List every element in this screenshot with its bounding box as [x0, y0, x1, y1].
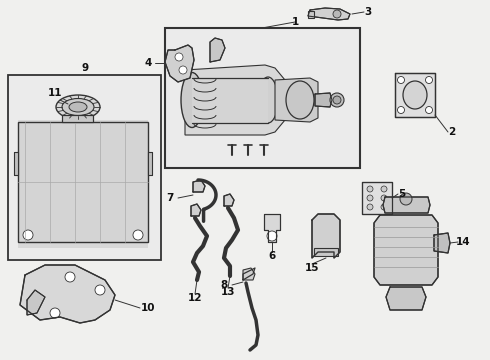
Text: 6: 6	[269, 251, 275, 261]
Polygon shape	[192, 78, 268, 123]
Polygon shape	[395, 73, 435, 117]
Circle shape	[397, 77, 405, 84]
Circle shape	[267, 231, 277, 241]
Text: 12: 12	[188, 293, 202, 303]
Circle shape	[333, 96, 341, 104]
Polygon shape	[383, 197, 430, 213]
Polygon shape	[275, 78, 318, 122]
Text: 15: 15	[305, 263, 319, 273]
Polygon shape	[191, 204, 201, 216]
Bar	[165, 28, 360, 168]
Circle shape	[381, 204, 387, 210]
Polygon shape	[312, 214, 340, 258]
Polygon shape	[264, 214, 280, 242]
Circle shape	[65, 272, 75, 282]
Circle shape	[333, 10, 341, 18]
Polygon shape	[243, 268, 255, 280]
Circle shape	[425, 107, 433, 113]
Ellipse shape	[403, 81, 427, 109]
Polygon shape	[315, 93, 332, 107]
Ellipse shape	[69, 102, 87, 112]
Circle shape	[23, 230, 33, 240]
Circle shape	[133, 230, 143, 240]
Polygon shape	[62, 115, 93, 122]
Text: 13: 13	[221, 287, 235, 297]
Text: 10: 10	[141, 303, 155, 313]
Ellipse shape	[56, 95, 100, 119]
Bar	[8, 75, 161, 260]
Polygon shape	[434, 233, 450, 253]
Circle shape	[367, 186, 373, 192]
Circle shape	[330, 93, 344, 107]
Circle shape	[400, 193, 412, 205]
Ellipse shape	[286, 81, 314, 119]
Polygon shape	[185, 65, 295, 135]
Circle shape	[367, 195, 373, 201]
Text: 2: 2	[448, 127, 456, 137]
Polygon shape	[165, 45, 194, 82]
Polygon shape	[193, 180, 205, 192]
Ellipse shape	[62, 99, 94, 116]
Polygon shape	[20, 265, 115, 323]
Polygon shape	[374, 215, 438, 285]
Polygon shape	[314, 248, 338, 256]
Circle shape	[179, 66, 187, 74]
Text: 3: 3	[365, 7, 371, 17]
Polygon shape	[224, 194, 234, 206]
Polygon shape	[18, 120, 148, 248]
Circle shape	[175, 53, 183, 61]
Polygon shape	[148, 152, 152, 175]
Circle shape	[425, 77, 433, 84]
Text: 4: 4	[145, 58, 152, 68]
Text: 14: 14	[456, 237, 470, 247]
Circle shape	[397, 107, 405, 113]
Circle shape	[95, 285, 105, 295]
Polygon shape	[362, 182, 392, 214]
Circle shape	[381, 186, 387, 192]
Polygon shape	[308, 8, 350, 20]
Ellipse shape	[181, 72, 203, 127]
FancyBboxPatch shape	[18, 122, 148, 242]
Polygon shape	[210, 38, 225, 62]
Ellipse shape	[258, 77, 278, 123]
Text: 5: 5	[398, 189, 406, 199]
Polygon shape	[14, 152, 18, 175]
Text: 1: 1	[292, 17, 298, 27]
Circle shape	[381, 195, 387, 201]
Circle shape	[50, 308, 60, 318]
Text: 11: 11	[48, 88, 62, 98]
Polygon shape	[386, 287, 426, 310]
Circle shape	[367, 204, 373, 210]
Polygon shape	[308, 11, 314, 18]
Text: 9: 9	[81, 63, 89, 73]
Text: 7: 7	[166, 193, 173, 203]
Text: 8: 8	[220, 280, 228, 290]
Polygon shape	[27, 290, 45, 315]
